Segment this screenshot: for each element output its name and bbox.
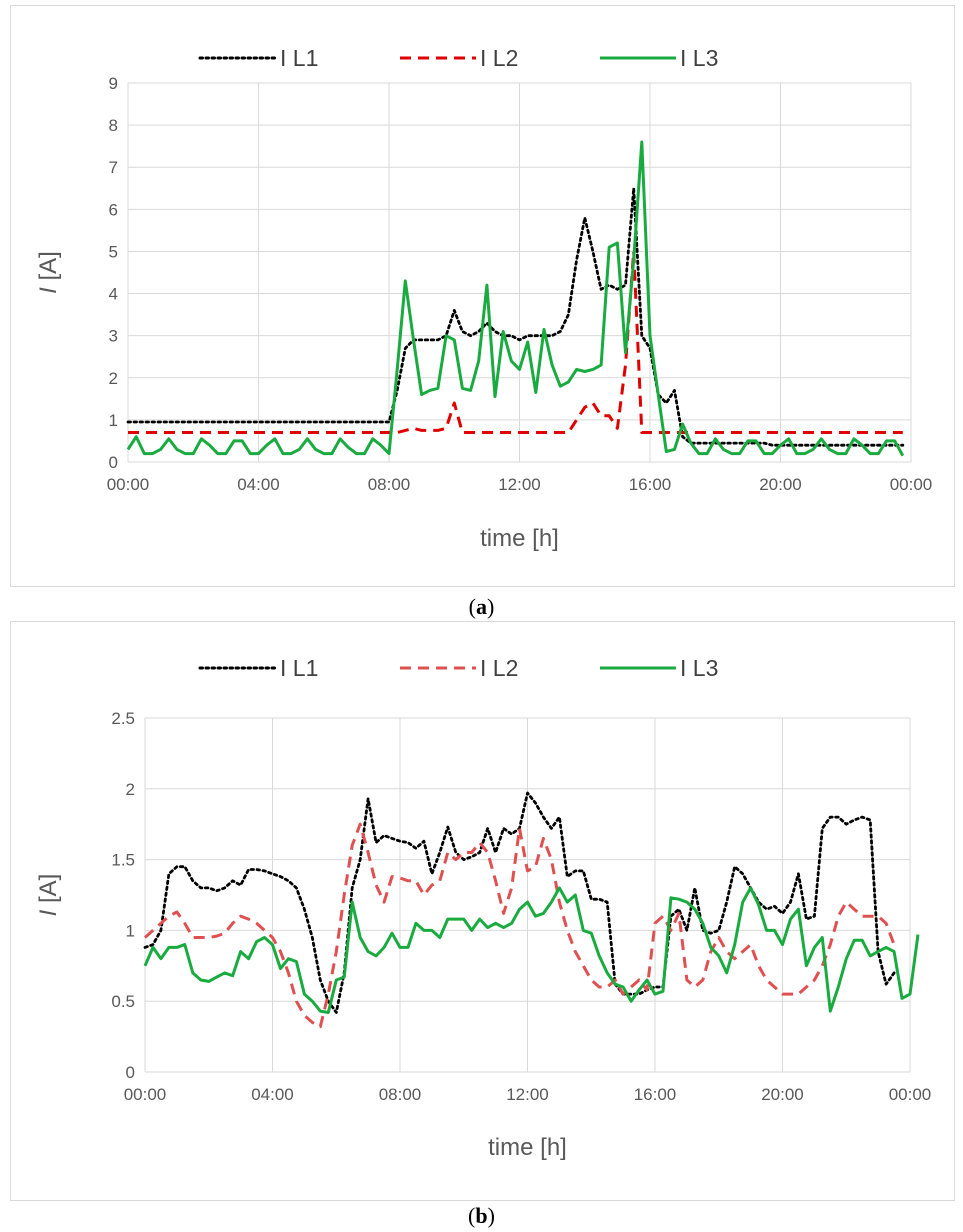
chart-a-x-tick-label: 12:00 (498, 475, 541, 494)
chart-a-y-tick-label: 7 (109, 158, 118, 177)
chart-b-series-line-3 (143, 886, 920, 1014)
chart-a-legend-label: I L3 (680, 45, 718, 71)
chart-b-y-tick-label: 1 (126, 921, 135, 940)
chart-a-caption: (a) (468, 594, 495, 619)
chart-a-series-line-1 (126, 186, 905, 447)
chart-a-y-tick-label: 9 (109, 74, 118, 93)
chart-b-x-tick-label: 00:00 (124, 1085, 167, 1104)
chart-b-y-tick-label: 1.5 (111, 851, 135, 870)
chart-a-series-line-2 (128, 249, 903, 434)
chart-b-x-axis-title: time [h] (488, 1134, 567, 1161)
chart-b-x-tick-label: 04:00 (251, 1085, 294, 1104)
chart-b-series-line-2 (144, 822, 896, 1029)
chart-a-y-tick-label: 3 (109, 327, 118, 346)
chart-b-y-axis-title: I [A] (35, 874, 62, 917)
chart-a-svg: 0 1 2 3 4 5 6 7 8 9 00:00 04:00 08:00 12:00 16:00 20:00… (35, 45, 933, 552)
chart-a-y-tick-label: 4 (109, 285, 118, 304)
chart-a-y-tick-label: 8 (109, 116, 118, 135)
chart-a-y-axis-title: I [A] (35, 251, 62, 294)
chart-b-series-line-1 (143, 791, 896, 1014)
chart-panel-b: 0 0.5 1 1.5 2 2.5 00:00 04:00 08:00 12:00 16:00 20:… (10, 621, 955, 1201)
chart-b-y-tick-label: 2.5 (111, 709, 135, 728)
chart-a-legend-item-3: I L3 (600, 45, 718, 71)
chart-a-y-tick-label: 2 (109, 369, 118, 388)
chart-b-y-tick-label: 0.5 (111, 992, 135, 1011)
chart-b-legend-label: I L1 (280, 655, 318, 681)
chart-a-x-tick-label: 08:00 (368, 475, 411, 494)
chart-a-x-tick-label: 00:00 (107, 475, 150, 494)
chart-b-y-tick-label: 2 (126, 780, 135, 799)
chart-a-x-tick-label: 20:00 (759, 475, 802, 494)
chart-b-legend-label: I L3 (680, 655, 718, 681)
chart-b-x-tick-label: 20:00 (761, 1085, 804, 1104)
chart-b-legend-item-2: I L2 (400, 655, 518, 681)
chart-b-x-tick-label: 08:00 (379, 1085, 422, 1104)
chart-b-svg: 0 0.5 1 1.5 2 2.5 00:00 04:00 08:00 12:00 16:00 20:… (35, 655, 932, 1161)
chart-b-caption: (b) (468, 1203, 495, 1228)
chart-a-caption-letter: a (476, 594, 487, 619)
chart-a-y-tick-label: 6 (109, 200, 118, 219)
chart-a-legend-label: I L1 (280, 45, 318, 71)
chart-b-y-tick-label: 0 (126, 1063, 135, 1082)
chart-a-y-tick-label: 5 (109, 242, 118, 261)
chart-b-x-tick-label: 00:00 (889, 1085, 932, 1104)
chart-b-x-tick-label: 16:00 (634, 1085, 677, 1104)
chart-a-legend-item-2: I L2 (400, 45, 518, 71)
chart-b-caption-letter: b (475, 1203, 488, 1228)
chart-b-legend-item-1: I L1 (198, 655, 318, 681)
chart-b-legend-label: I L2 (480, 655, 518, 681)
chart-b-x-tick-label: 12:00 (506, 1085, 549, 1104)
chart-a-y-tick-label: 1 (109, 411, 118, 430)
chart-a-y-tick-label: 0 (109, 453, 118, 472)
chart-a-legend-label: I L2 (480, 45, 518, 71)
chart-a-x-tick-label: 16:00 (629, 475, 672, 494)
chart-a-legend-item-1: I L1 (198, 45, 318, 71)
chart-a-x-axis-title: time [h] (480, 525, 559, 552)
chart-panel-a: 0 1 2 3 4 5 6 7 8 9 00:00 04:00 08:00 12:00 16:00 20:00… (10, 5, 955, 587)
chart-a-series-line-3 (126, 140, 905, 457)
chart-b-legend-item-3: I L3 (600, 655, 718, 681)
chart-a-x-tick-label: 00:00 (890, 475, 933, 494)
chart-a-x-tick-label: 04:00 (237, 475, 280, 494)
